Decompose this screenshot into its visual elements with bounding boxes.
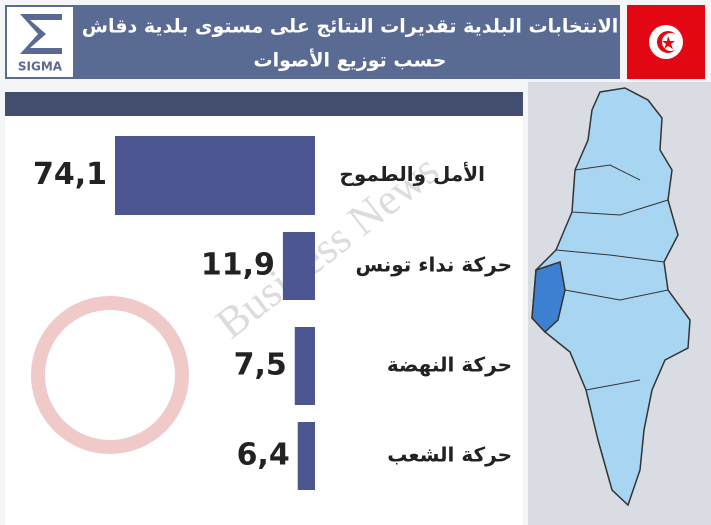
category-label: حركة الشعب [387,443,512,467]
logo-sigma [20,14,62,54]
map-degache [531,261,566,334]
value-label: 7,5 [234,348,287,383]
map-tunisia [531,87,691,507]
logo-text: SIGMA [18,60,63,74]
title-line: حسب توزيع الأصوات [253,49,446,72]
category-label: الأمل والطموح [339,161,485,186]
value-label: 6,4 [237,438,290,473]
bar [282,232,315,300]
bar [294,327,315,405]
value-label: 11,9 [201,248,275,283]
value-label: 74,1 [33,157,107,192]
title-line: الانتخابات البلدية تقديرات النتائج على م… [82,16,619,38]
flag-star [662,36,675,49]
category-label: حركة النهضة [387,353,512,377]
watermark-circle [31,296,189,454]
bar [115,136,315,215]
bar [297,422,315,490]
category-label: حركة نداء تونس [355,253,512,277]
top-band [5,92,523,116]
header [5,5,620,79]
map-borders [555,164,669,391]
